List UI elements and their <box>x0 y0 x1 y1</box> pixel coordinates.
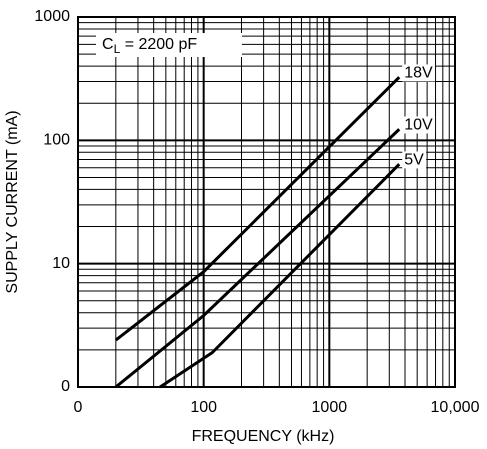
y-axis-label: SUPPLY CURRENT (mA) <box>4 110 21 293</box>
series-line <box>114 128 401 389</box>
series-label: 10V <box>404 116 433 133</box>
series-label: 5V <box>404 151 424 168</box>
x-tick-label: 10,000 <box>431 399 480 416</box>
y-tick-label: 10 <box>52 255 70 272</box>
series-line <box>159 163 401 389</box>
annotation-rest: = 2200 pF <box>120 36 197 53</box>
y-tick-label: 1000 <box>34 8 70 25</box>
x-tick-label: 1000 <box>312 399 348 416</box>
annotation: CL = 2200 pF <box>102 36 197 56</box>
series-label-bg <box>402 116 436 134</box>
y-tick-label: 0 <box>61 378 70 395</box>
series-label-bg <box>402 64 436 82</box>
x-tick-label: 100 <box>190 399 217 416</box>
annotation-sub: L <box>114 42 121 56</box>
y-tick-label: 100 <box>43 132 70 149</box>
annotation-main: C <box>102 36 114 53</box>
series-label: 18V <box>404 64 433 81</box>
series-line <box>114 76 401 342</box>
series-label-bg <box>402 151 427 169</box>
plot-frame <box>77 16 456 388</box>
x-tick-label: 0 <box>74 399 83 416</box>
annotation-box <box>96 33 242 57</box>
x-axis-label: FREQUENCY (kHz) <box>192 428 335 445</box>
